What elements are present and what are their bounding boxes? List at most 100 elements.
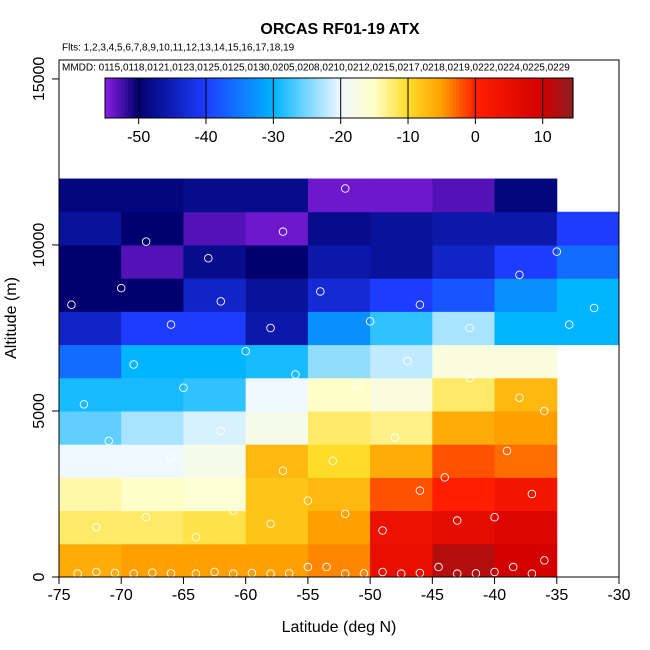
heat-cell bbox=[183, 244, 247, 279]
colorbar-segment bbox=[449, 78, 454, 118]
data-point bbox=[589, 303, 599, 313]
heat-cell bbox=[183, 377, 247, 412]
colorbar-segment bbox=[429, 78, 434, 118]
colorbar-segment bbox=[409, 78, 414, 118]
heat-cell bbox=[245, 477, 309, 512]
colorbar-segment bbox=[496, 78, 501, 118]
colorbar-segment bbox=[171, 78, 176, 118]
data-point bbox=[141, 512, 151, 522]
colorbar-segment bbox=[499, 78, 504, 118]
colorbar-segment bbox=[248, 78, 253, 118]
heat-cell bbox=[494, 410, 558, 445]
heat-cell bbox=[121, 311, 184, 346]
x-tick-label: -35 bbox=[545, 587, 568, 604]
data-point bbox=[502, 446, 512, 456]
heat-cell bbox=[183, 178, 247, 213]
colorbar-segment bbox=[332, 78, 337, 118]
data-point bbox=[527, 489, 537, 499]
data-point bbox=[564, 320, 574, 329]
data-point bbox=[353, 380, 362, 389]
heat-cell bbox=[432, 410, 496, 445]
colorbar-segment bbox=[519, 78, 524, 118]
data-point bbox=[278, 227, 288, 236]
x-tick-label: -65 bbox=[172, 587, 195, 604]
heat-cell bbox=[494, 178, 558, 213]
colorbar-segment bbox=[268, 78, 273, 118]
colorbar-segment bbox=[502, 78, 507, 118]
heat-cell bbox=[245, 510, 309, 545]
colorbar-segment bbox=[265, 78, 270, 118]
data-point bbox=[434, 562, 443, 572]
heat-cell bbox=[245, 178, 309, 213]
colorbar-segment bbox=[569, 78, 574, 118]
colorbar-segment bbox=[392, 78, 397, 118]
heat-cell bbox=[307, 178, 371, 213]
heat-cell bbox=[556, 311, 620, 346]
colorbar-segment bbox=[566, 78, 571, 118]
heat-cell bbox=[432, 211, 496, 246]
heat-cell bbox=[432, 278, 496, 312]
colorbar-segment bbox=[185, 78, 190, 118]
heat-cell bbox=[307, 311, 371, 346]
colorbar-segment bbox=[218, 78, 223, 118]
heat-cell bbox=[59, 278, 122, 312]
colorbar-segment bbox=[211, 78, 216, 118]
heat-cell bbox=[121, 178, 184, 213]
colorbar-segment bbox=[188, 78, 193, 118]
heat-cell bbox=[556, 211, 620, 246]
colorbar-segment bbox=[242, 78, 246, 118]
colorbar-segment bbox=[205, 78, 210, 118]
heat-cell bbox=[307, 377, 371, 412]
colorbar-segment bbox=[255, 78, 260, 118]
colorbar-tick-label: -40 bbox=[194, 129, 217, 146]
data-point bbox=[322, 562, 331, 572]
colorbar-segment bbox=[108, 78, 113, 118]
heat-cell bbox=[494, 311, 558, 346]
data-point bbox=[179, 383, 188, 392]
colorbar-segment bbox=[292, 78, 297, 118]
heat-cell bbox=[494, 543, 558, 578]
heat-cell bbox=[307, 244, 371, 279]
colorbar-segment bbox=[168, 78, 173, 118]
heat-cell bbox=[432, 244, 496, 279]
data-point bbox=[166, 453, 176, 462]
colorbar-segment bbox=[282, 78, 287, 118]
colorbar-segment bbox=[542, 78, 547, 118]
colorbar-segment bbox=[232, 78, 236, 118]
data-point bbox=[129, 360, 138, 369]
heat-cell bbox=[121, 410, 184, 445]
heat-cell bbox=[121, 477, 184, 512]
colorbar-segment bbox=[195, 78, 200, 118]
colorbar-segment bbox=[425, 78, 430, 118]
colorbar-segment bbox=[382, 78, 387, 118]
data-point bbox=[403, 356, 412, 366]
colorbar-segment bbox=[385, 78, 390, 118]
data-point bbox=[303, 496, 313, 505]
colorbar-segment bbox=[252, 78, 257, 118]
heat-cell bbox=[59, 211, 122, 246]
colorbar-segment bbox=[128, 78, 133, 118]
colorbar-segment bbox=[472, 78, 477, 118]
x-tick-label: -60 bbox=[234, 587, 257, 604]
data-point bbox=[116, 283, 126, 293]
data-point bbox=[291, 370, 300, 379]
data-point bbox=[148, 568, 157, 577]
colorbar-segment bbox=[141, 78, 146, 118]
colorbar-segment bbox=[349, 78, 353, 118]
heat-cell bbox=[370, 410, 433, 445]
colorbar-segment bbox=[389, 78, 394, 118]
colorbar-segment bbox=[131, 78, 136, 118]
colorbar-segment bbox=[402, 78, 407, 118]
colorbar-segment bbox=[115, 78, 119, 118]
colorbar-segment bbox=[245, 78, 250, 118]
x-tick-label: -30 bbox=[607, 587, 630, 604]
data-point bbox=[67, 300, 76, 309]
heat-cell bbox=[432, 377, 496, 412]
heat-cell bbox=[121, 510, 184, 545]
data-point bbox=[465, 373, 474, 383]
heat-cell bbox=[183, 211, 247, 246]
heat-cell bbox=[121, 377, 184, 412]
heat-cell bbox=[183, 543, 247, 578]
y-tick-label: 10000 bbox=[31, 223, 48, 268]
colorbar-segment bbox=[506, 78, 511, 118]
